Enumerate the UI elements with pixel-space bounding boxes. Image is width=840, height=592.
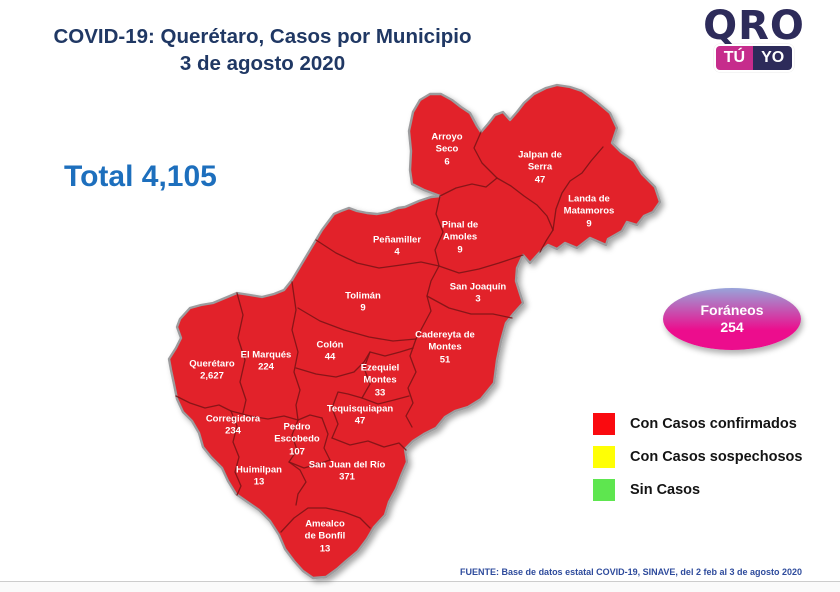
legend-color-swatch — [593, 413, 615, 435]
logo-yo-text: YO — [753, 46, 793, 71]
title-line-1: COVID-19: Querétaro, Casos por Municipio — [53, 25, 472, 48]
legend-color-swatch — [593, 479, 615, 501]
logo-tuyo-pill: TÚ YO — [713, 44, 795, 73]
state-outline — [167, 83, 662, 580]
municipality-borders — [175, 131, 604, 533]
bottom-border-strip — [0, 581, 840, 592]
legend-label: Con Casos confirmados — [630, 416, 797, 432]
total-cases: Total 4,105 — [64, 160, 217, 194]
legend-color-swatch — [593, 446, 615, 468]
total-label: Total — [64, 160, 134, 193]
total-value: 4,105 — [141, 160, 217, 193]
page-title: COVID-19: Querétaro, Casos por Municipio… — [20, 24, 505, 77]
logo-qro-text: QRO — [703, 3, 805, 49]
legend-label: Sin Casos — [630, 482, 701, 498]
legend-label: Con Casos sospechosos — [630, 449, 803, 465]
foraneos-value: 254 — [720, 319, 744, 335]
legend-item-sin-casos: Sin Casos — [593, 479, 802, 501]
legend-item-con-casos-sospechosos: Con Casos sospechosos — [593, 446, 802, 468]
legend-item-con-casos-confirmados: Con Casos confirmados — [593, 413, 802, 435]
foraneos-label: Foráneos — [700, 301, 764, 318]
foraneos-oval: Foráneos 254 — [663, 288, 801, 350]
title-line-2: 3 de agosto 2020 — [179, 51, 346, 75]
legend: Con Casos confirmados Con Casos sospechos… — [593, 413, 802, 512]
source-note: FUENTE: Base de datos estatal COVID-19, … — [460, 567, 802, 577]
qro-tuyo-logo: QRO TÚ YO — [694, 3, 814, 73]
logo-tu-text: TÚ — [715, 46, 754, 71]
